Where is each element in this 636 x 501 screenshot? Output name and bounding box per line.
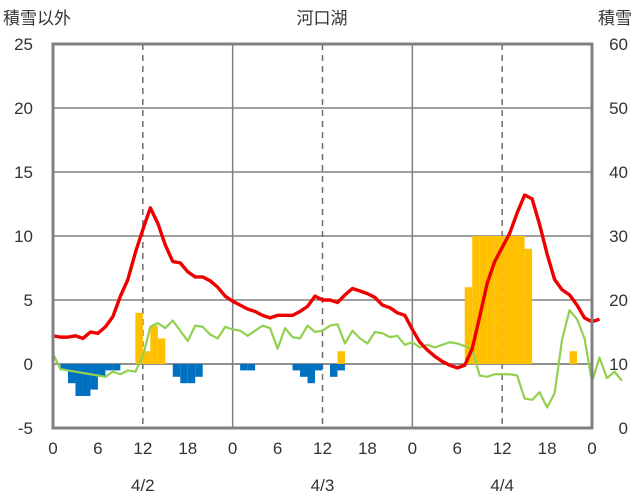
y-left-tick-label: 0 bbox=[24, 355, 33, 374]
chart-title: 河口湖 bbox=[297, 9, 348, 29]
snow-change-bar bbox=[90, 364, 98, 390]
y-left-tick-label: 15 bbox=[14, 163, 33, 182]
snow-change-bar bbox=[67, 364, 76, 384]
y-right-tick-label: 60 bbox=[609, 35, 628, 54]
x-tick-label: 12 bbox=[493, 439, 512, 458]
x-tick-label: 0 bbox=[587, 439, 596, 458]
x-tick-label: 18 bbox=[358, 439, 377, 458]
snow-change-bar bbox=[75, 364, 83, 396]
snow-change-bar bbox=[329, 364, 338, 377]
x-tick-label: 0 bbox=[48, 439, 57, 458]
x-tick-label: 18 bbox=[178, 439, 197, 458]
date-label: 4/2 bbox=[131, 476, 155, 495]
snowfall-bar bbox=[135, 312, 143, 364]
y-right-tick-label: 10 bbox=[609, 355, 628, 374]
y-right-tick-label: 30 bbox=[609, 227, 628, 246]
snowfall-bar bbox=[472, 236, 480, 364]
y-left-tick-label: 5 bbox=[24, 291, 33, 310]
temperature-line bbox=[52, 193, 601, 370]
y-right-tick-label: 0 bbox=[619, 419, 628, 438]
snow-change-bar bbox=[315, 364, 323, 371]
snow-change-bar bbox=[337, 364, 345, 371]
snowfall-bar bbox=[150, 325, 158, 364]
x-tick-label: 12 bbox=[313, 439, 332, 458]
snow-change-bar bbox=[105, 364, 113, 371]
snow-change-bar bbox=[172, 364, 181, 377]
snowfall-bar bbox=[487, 236, 495, 364]
snowfall-bar bbox=[509, 236, 518, 364]
snow-change-bar bbox=[97, 364, 106, 377]
plot-border bbox=[51, 42, 594, 430]
snowfall-bar bbox=[142, 351, 151, 364]
y-left-tick-label: -5 bbox=[18, 419, 33, 438]
snow-change-bar bbox=[307, 364, 316, 384]
y-left-tick-label: 10 bbox=[14, 227, 33, 246]
precip-line bbox=[52, 309, 623, 409]
y-right-tick-label: 50 bbox=[609, 99, 628, 118]
snowfall-bar bbox=[337, 351, 345, 364]
y-left-tick-label: 25 bbox=[14, 35, 33, 54]
x-tick-label: 0 bbox=[408, 439, 417, 458]
y-right-tick-label: 40 bbox=[609, 163, 628, 182]
x-tick-label: 6 bbox=[273, 439, 282, 458]
y-right-axis-label: 積雪 bbox=[598, 9, 632, 29]
snow-change-bar bbox=[112, 364, 121, 371]
snowfall-bar bbox=[524, 248, 533, 364]
plot-frame bbox=[51, 42, 594, 430]
x-tick-label: 18 bbox=[538, 439, 557, 458]
line-layer bbox=[52, 193, 623, 430]
snow-change-bar bbox=[180, 364, 188, 384]
snow-change-bar bbox=[60, 364, 68, 371]
y-left-axis-label: 積雪以外 bbox=[3, 9, 71, 29]
snowfall-bar bbox=[502, 236, 510, 364]
bar-layer bbox=[60, 236, 578, 396]
snow-change-bar bbox=[187, 364, 196, 384]
snowfall-bar bbox=[464, 287, 473, 364]
x-tick-label: 6 bbox=[453, 439, 462, 458]
x-tick-label: 6 bbox=[93, 439, 102, 458]
snowfall-bar bbox=[569, 351, 578, 364]
date-label: 4/3 bbox=[311, 476, 335, 495]
snow-change-bar bbox=[240, 364, 248, 371]
snowfall-bar bbox=[517, 236, 525, 364]
snow-change-bar bbox=[292, 364, 301, 371]
snowfall-bar bbox=[494, 236, 503, 364]
snowfall-bar bbox=[157, 338, 166, 364]
snow-change-bar bbox=[195, 364, 203, 377]
x-tick-label: 0 bbox=[228, 439, 237, 458]
date-label: 4/4 bbox=[490, 476, 514, 495]
y-left-tick-label: 20 bbox=[14, 99, 33, 118]
snow-change-bar bbox=[247, 364, 256, 371]
y-right-tick-label: 20 bbox=[609, 291, 628, 310]
x-tick-label: 12 bbox=[133, 439, 152, 458]
snow-change-bar bbox=[300, 364, 308, 377]
snow-change-bar bbox=[82, 364, 91, 396]
